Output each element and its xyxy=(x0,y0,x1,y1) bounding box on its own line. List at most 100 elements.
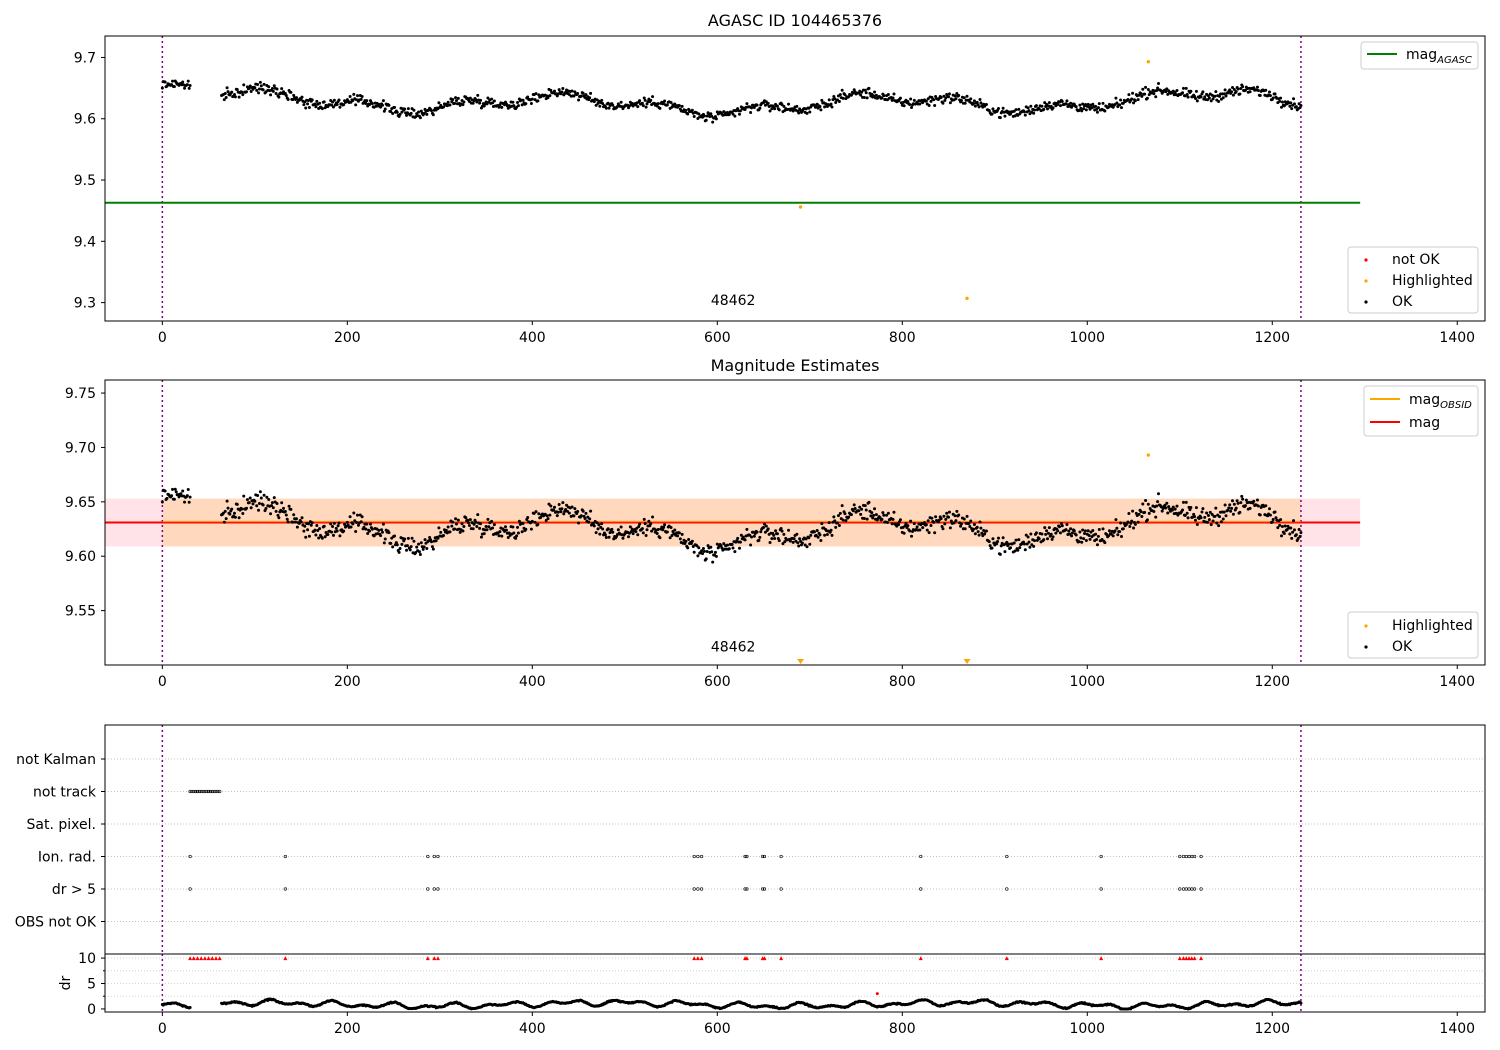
not-track-flag xyxy=(206,789,211,794)
p1-ok-point-91 xyxy=(275,87,279,91)
p2-ok-point-1064 xyxy=(1175,504,1179,508)
p1-ok-point-586 xyxy=(733,114,737,118)
p2-ok-point-259 xyxy=(430,545,434,549)
p1-ok-point-159 xyxy=(338,105,342,109)
p1-ok-point-926 xyxy=(1047,101,1051,105)
p2-ok-point-1102 xyxy=(1210,512,1214,516)
legend2-ok-label: OK xyxy=(1392,639,1413,655)
p2-ok-point-1023 xyxy=(1137,512,1141,516)
p2-ok-point-373 xyxy=(536,523,540,527)
p1-ok-point-352 xyxy=(516,104,520,108)
p1-ok-point-29 xyxy=(187,86,191,90)
p2-ok-point-1147 xyxy=(1252,499,1256,503)
p2-ok-point-841 xyxy=(969,519,973,523)
p2-ok-point-735 xyxy=(871,516,875,520)
p1-ok-point-1110 xyxy=(1218,94,1222,98)
p2-ok-point-639 xyxy=(782,532,786,536)
dr-gt-5-flag-2 xyxy=(426,887,430,891)
p1-ok-point-221 xyxy=(395,110,399,114)
p1-ok-point-769 xyxy=(902,104,906,108)
p2-ok-point-385 xyxy=(547,502,551,506)
p1-ok-point-865 xyxy=(991,107,995,111)
p2-ok-point-794 xyxy=(925,528,929,532)
p2-ok-point-70 xyxy=(256,493,260,497)
p1-ok-point-158 xyxy=(337,98,341,102)
p1-ok-point-998 xyxy=(1114,96,1118,100)
p2-ok-point-306 xyxy=(474,520,478,524)
not-track-flag xyxy=(192,789,196,794)
p1-ok-point-399 xyxy=(560,90,564,94)
p2-ok-point-986 xyxy=(1103,541,1107,545)
p1-ok-point-117 xyxy=(299,97,303,101)
p2-ok-point-221 xyxy=(395,543,399,547)
p1-ok-point-864 xyxy=(990,112,994,116)
p2-ok-point-812 xyxy=(942,514,946,518)
p2-ok-point-712 xyxy=(849,513,853,517)
p2-offscale-marker-0 xyxy=(797,659,805,664)
p1-ok-point-347 xyxy=(512,104,516,108)
p2-ok-point-111 xyxy=(294,520,298,524)
p2-ok-point-1091 xyxy=(1200,510,1204,514)
p1-ok-point-1191 xyxy=(1292,102,1296,106)
p2-ok-point-540 xyxy=(690,539,694,543)
p1-ok-point-959 xyxy=(1078,103,1082,107)
dr-gt-5-flag-16 xyxy=(1178,887,1182,891)
p2-ok-point-258 xyxy=(430,540,434,544)
p1-ok-point-1114 xyxy=(1221,96,1225,100)
p2-ok-point-709 xyxy=(847,515,851,519)
p2-ok-point-786 xyxy=(918,528,922,532)
p2-ok-point-396 xyxy=(557,502,561,506)
ion-rad-flag-4 xyxy=(436,854,440,859)
p2-ok-point-235 xyxy=(408,548,412,552)
p2-ok-point-1051 xyxy=(1163,503,1167,507)
p1-ok-point-276 xyxy=(446,100,450,104)
p2-ok-point-618 xyxy=(762,522,766,526)
p2-ok-point-884 xyxy=(1009,546,1013,550)
p1-ok-point-893 xyxy=(1017,107,1021,111)
p1-ok-point-1133 xyxy=(1239,87,1243,91)
p2-ok-point-284 xyxy=(454,517,458,521)
p1-ok-point-1168 xyxy=(1271,96,1275,100)
p2-ok-point-757 xyxy=(891,517,895,521)
p2-ok-point-1176 xyxy=(1279,518,1283,522)
p2-ok-point-179 xyxy=(356,523,360,527)
p2-ok-point-38 xyxy=(226,506,230,510)
p1-ok-point-391 xyxy=(553,89,557,93)
p2-ok-point-918 xyxy=(1040,532,1044,536)
p1-ok-point-1125 xyxy=(1231,93,1235,97)
p1-ok-point-722 xyxy=(859,93,863,97)
p2-ok-point-106 xyxy=(289,507,293,511)
p1-ok-point-1105 xyxy=(1213,94,1217,98)
p1-ok-point-106 xyxy=(289,90,293,94)
p1-ok-point-547 xyxy=(697,112,701,116)
p1-ok-point-626 xyxy=(770,107,774,111)
p2-ok-point-85 xyxy=(269,504,273,508)
p2-ok-point-118 xyxy=(300,516,304,520)
p2-ok-point-143 xyxy=(323,535,327,539)
p1-ok-point-653 xyxy=(795,104,799,108)
p1-ok-point-0 xyxy=(160,86,164,90)
p1-ok-point-171 xyxy=(349,100,353,104)
ion-rad-flag-2 xyxy=(426,854,430,859)
p1-ok-point-260 xyxy=(431,113,435,117)
p2-ok-point-1109 xyxy=(1217,524,1221,528)
p2-ok-point-935 xyxy=(1056,529,1060,533)
p2-ok-point-1106 xyxy=(1214,506,1218,510)
p1-ok-point-752 xyxy=(886,93,890,97)
not-track-flag xyxy=(216,789,220,794)
p2-ok-point-850 xyxy=(977,533,981,537)
p2-highlighted-point-0 xyxy=(1146,453,1151,457)
p1-ytick-label-9.5: 9.5 xyxy=(74,173,96,189)
p2-ok-point-700 xyxy=(838,511,842,515)
p1-ok-point-831 xyxy=(959,99,963,103)
p2-ok-point-167 xyxy=(345,520,349,524)
p1-ok-point-924 xyxy=(1046,107,1050,111)
p2-ok-point-434 xyxy=(592,524,596,528)
p2-ok-point-1096 xyxy=(1205,511,1209,515)
p2-ok-point-791 xyxy=(922,521,926,525)
p2-ok-point-1070 xyxy=(1181,508,1185,512)
p1-ok-point-1042 xyxy=(1155,88,1159,92)
p1-ok-point-852 xyxy=(979,101,983,105)
p4-ytick-label-0: 0 xyxy=(87,1002,96,1018)
p2-ok-point-439 xyxy=(597,523,601,527)
